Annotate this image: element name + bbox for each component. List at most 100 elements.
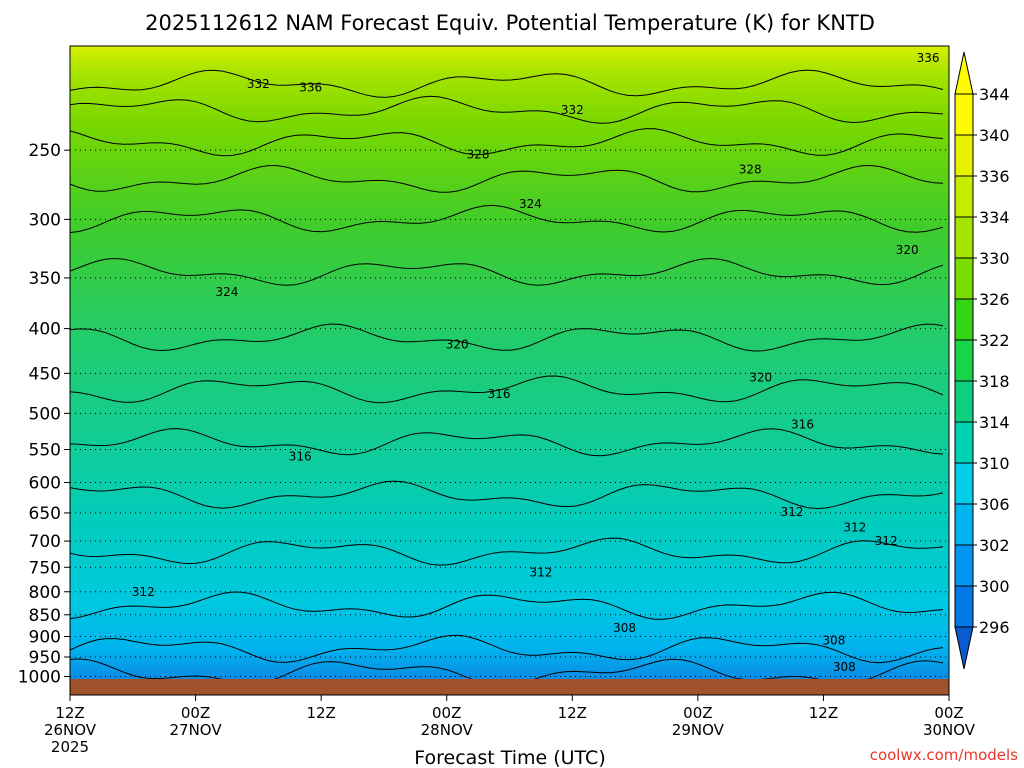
y-tick-label: 250: [29, 141, 61, 161]
contour-line: [70, 164, 944, 193]
colorbar-swatch: [954, 134, 974, 177]
contour-line: [70, 658, 944, 679]
x-tick-label: 00Z: [432, 704, 461, 722]
contour-label: 316: [791, 418, 814, 432]
contour-label: 332: [247, 77, 270, 91]
colorbar-swatch: [954, 380, 974, 423]
colorbar-swatch: [954, 339, 974, 382]
contour-label: 316: [488, 387, 511, 401]
colorbar-label: 302: [979, 536, 1010, 555]
contour-label: 320: [446, 337, 469, 351]
colorbar-swatch: [954, 298, 974, 341]
contour-label: 312: [875, 534, 898, 548]
colorbar-label: 300: [979, 577, 1010, 596]
plot-frame: [69, 45, 950, 696]
colorbar-label: 326: [979, 290, 1010, 309]
contour-label: 324: [216, 285, 239, 299]
y-tick-label: 650: [29, 504, 61, 524]
contour-line: [70, 428, 944, 457]
colorbar-swatch: [954, 585, 974, 628]
x-tick-date: 27NOV: [170, 721, 223, 739]
x-tick-label: 00Z: [934, 704, 963, 722]
x-tick-label: 12Z: [306, 704, 335, 722]
y-tick-label: 850: [29, 606, 61, 626]
x-tick-label: 12Z: [55, 704, 84, 722]
colorbar-swatch: [954, 544, 974, 587]
plot-area: 336 332 336 332 328 328 324 324 320 320 320 316 316 3…: [69, 45, 950, 696]
contour-label: 312: [132, 585, 155, 599]
colorbar-label: 340: [979, 126, 1010, 145]
contour-line: [70, 537, 944, 566]
watermark: coolwx.com/models: [870, 746, 1018, 764]
y-tick-label: 350: [29, 269, 61, 289]
colorbar-label: 296: [979, 618, 1010, 637]
contour-line: [70, 480, 944, 510]
contour-label: 328: [467, 148, 490, 162]
contour-line: [70, 634, 944, 664]
contour-label: 324: [519, 197, 542, 211]
x-tick-date: 28NOV: [421, 721, 474, 739]
chart-title: 2025112612 NAM Forecast Equiv. Potential…: [145, 11, 875, 35]
contour-label: 308: [613, 621, 636, 635]
colorbar-swatch: [954, 216, 974, 259]
contour-label: 336: [299, 81, 322, 95]
x-axis-label: Forecast Time (UTC): [414, 747, 605, 768]
y-tick-label: 400: [29, 320, 61, 340]
colorbar-label: 310: [979, 454, 1010, 473]
contour-label: 328: [739, 162, 762, 176]
colorbar-label: 344: [979, 85, 1010, 104]
y-tick-label: 750: [29, 558, 61, 578]
colorbar-label: 330: [979, 249, 1010, 268]
colorbar-swatch: [954, 421, 974, 464]
colorbar-label: 314: [979, 413, 1010, 432]
colorbar-label: 334: [979, 208, 1010, 227]
x-tick-date: 26NOV: [44, 721, 97, 739]
y-tick-label: 950: [29, 648, 61, 668]
y-tick-label: 450: [29, 364, 61, 384]
y-tick-label: 900: [29, 627, 61, 647]
colorbar-swatch: [954, 257, 974, 300]
contour-label: 312: [781, 505, 804, 519]
colorbar-bottom-arrow: [954, 626, 974, 670]
y-tick-label: 600: [29, 474, 61, 494]
colorbar-top-arrow: [954, 51, 974, 95]
contour-lines: [70, 69, 944, 679]
contour-line: [70, 257, 944, 286]
colorbar-label: 306: [979, 495, 1010, 514]
contour-label: 320: [749, 371, 772, 385]
contour-label: 316: [289, 449, 312, 463]
contour-label: 308: [833, 660, 856, 674]
contour-line: [70, 591, 944, 620]
x-tick-label: 12Z: [558, 704, 587, 722]
contour-line: [70, 128, 944, 157]
y-axis: 2503003504004505005506006507007508008509…: [18, 141, 70, 687]
contour-label: 320: [896, 243, 919, 257]
contour-label: 332: [561, 103, 584, 117]
y-tick-label: 800: [29, 583, 61, 603]
contour-label: 308: [822, 634, 845, 648]
contour-label: 336: [917, 51, 940, 65]
y-tick-label: 1000: [18, 667, 61, 687]
colorbar-label: 322: [979, 331, 1010, 350]
colorbar-swatch: [954, 93, 974, 136]
x-tick-date: 29NOV: [672, 721, 725, 739]
colorbar-swatch: [954, 462, 974, 505]
y-tick-label: 500: [29, 404, 61, 424]
contour-label: 312: [529, 565, 552, 579]
x-tick-label: 00Z: [181, 704, 210, 722]
field-background: [70, 46, 949, 679]
colorbar-label: 318: [979, 372, 1010, 391]
colorbar-swatch: [954, 175, 974, 218]
x-tick-date: 30NOV: [923, 721, 976, 739]
x-tick-label: 00Z: [683, 704, 712, 722]
ground-bar: [70, 679, 949, 695]
contour-line: [70, 375, 944, 404]
colorbar-label: 336: [979, 167, 1010, 186]
contour-line: [70, 69, 944, 98]
colorbar-swatch: [954, 503, 974, 546]
contour-label: 312: [843, 520, 866, 534]
x-tick-year: 2025: [51, 738, 89, 756]
contour-line: [70, 204, 944, 233]
